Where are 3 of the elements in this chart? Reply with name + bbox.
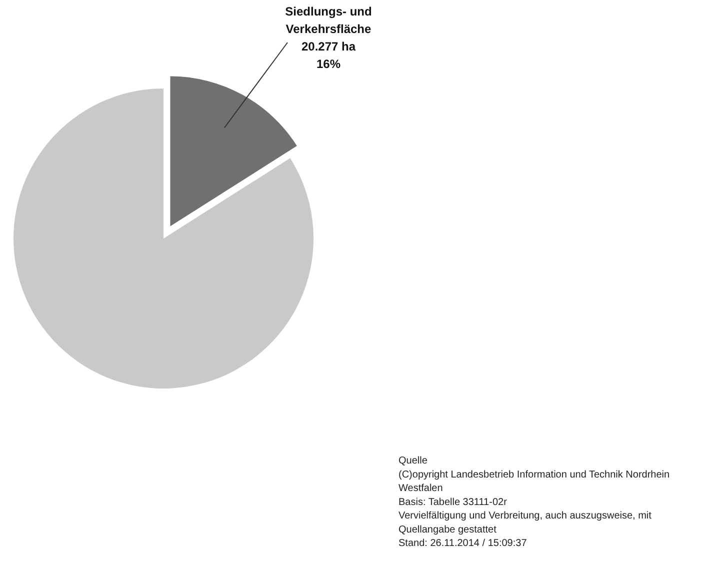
- data-label: 20.277 ha 16%: [301, 40, 356, 71]
- source-note: Quelle (C)opyright Landesbetrieb Information und Technik Nordrhein Westfalen Basis: Tabelle 33111-02r Vervielfältigung und Verbreitung, auch auszugsweise, mit Quellangabe gestattet Stand: 26.11.2014 / 15:09:37: [398, 456, 670, 549]
- slice-label: Siedlungs- und Verkehrsfläche: [285, 4, 372, 36]
